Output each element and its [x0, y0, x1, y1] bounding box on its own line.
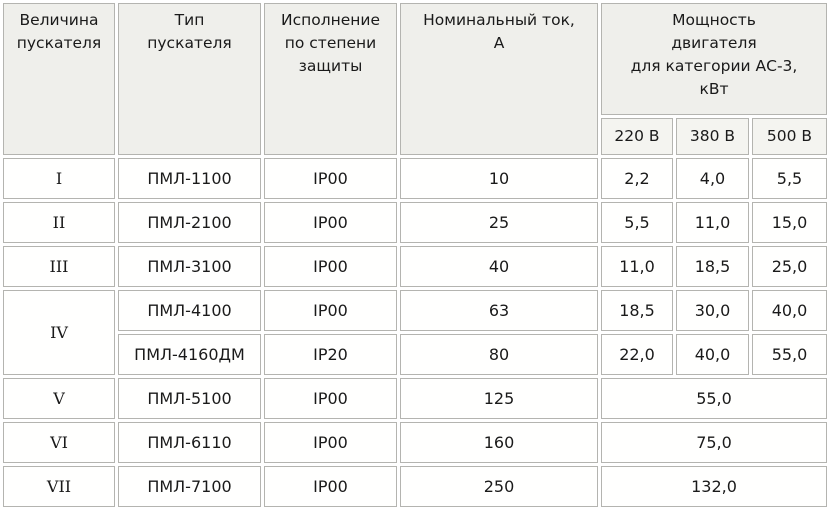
ip-cell: IP00	[264, 246, 397, 287]
ip-cell: IP00	[264, 158, 397, 199]
power-merged-cell: 55,0	[601, 378, 827, 419]
type-cell: ПМЛ-4100	[118, 290, 261, 331]
current-cell: 125	[400, 378, 598, 419]
power-220-cell: 11,0	[601, 246, 673, 287]
power-merged-cell: 132,0	[601, 466, 827, 507]
power-220-cell: 5,5	[601, 202, 673, 243]
ip-cell: IP00	[264, 378, 397, 419]
power-500-cell: 55,0	[752, 334, 827, 375]
current-cell: 63	[400, 290, 598, 331]
power-220-cell: 2,2	[601, 158, 673, 199]
table-row: III ПМЛ-3100 IP00 40 11,0 18,5 25,0	[3, 246, 827, 287]
type-cell: ПМЛ-3100	[118, 246, 261, 287]
header-protection-degree: Исполнение по степени защиты	[264, 3, 397, 155]
power-500-cell: 5,5	[752, 158, 827, 199]
table-row: VI ПМЛ-6110 IP00 160 75,0	[3, 422, 827, 463]
table-row: ПМЛ-4160ДМ IP20 80 22,0 40,0 55,0	[3, 334, 827, 375]
type-cell: ПМЛ-7100	[118, 466, 261, 507]
power-500-cell: 40,0	[752, 290, 827, 331]
power-500-cell: 25,0	[752, 246, 827, 287]
power-merged-cell: 75,0	[601, 422, 827, 463]
header-motor-power: Мощность двигателя для категории АС-3, к…	[601, 3, 827, 115]
current-cell: 80	[400, 334, 598, 375]
header-starter-size: Величина пускателя	[3, 3, 115, 155]
type-cell: ПМЛ-6110	[118, 422, 261, 463]
power-220-cell: 18,5	[601, 290, 673, 331]
type-cell: ПМЛ-1100	[118, 158, 261, 199]
power-380-cell: 11,0	[676, 202, 749, 243]
size-cell: IV	[3, 290, 115, 375]
voltage-header-row: 220 В 380 В 500 В	[3, 118, 827, 155]
size-cell: II	[3, 202, 115, 243]
header-voltage-500: 500 В	[752, 118, 827, 155]
ip-cell: IP00	[264, 466, 397, 507]
power-380-cell: 4,0	[676, 158, 749, 199]
table-row: V ПМЛ-5100 IP00 125 55,0	[3, 378, 827, 419]
power-380-cell: 18,5	[676, 246, 749, 287]
current-cell: 250	[400, 466, 598, 507]
table-row: IV ПМЛ-4100 IP00 63 18,5 30,0 40,0	[3, 290, 827, 375]
type-cell: ПМЛ-4160ДМ	[118, 334, 261, 375]
power-380-cell: 40,0	[676, 334, 749, 375]
current-cell: 160	[400, 422, 598, 463]
table-row: I ПМЛ-1100 IP00 10 2,2 4,0 5,5	[3, 158, 827, 199]
current-cell: 10	[400, 158, 598, 199]
header-voltage-220: 220 В	[601, 118, 673, 155]
header-voltage-380: 380 В	[676, 118, 749, 155]
table-row: VII ПМЛ-7100 IP00 250 132,0	[3, 466, 827, 507]
ip-cell: IP00	[264, 202, 397, 243]
current-cell: 25	[400, 202, 598, 243]
ip-cell: IP00	[264, 290, 397, 331]
size-cell: I	[3, 158, 115, 199]
size-cell: VI	[3, 422, 115, 463]
size-cell: III	[3, 246, 115, 287]
size-cell: VII	[3, 466, 115, 507]
power-220-cell: 22,0	[601, 334, 673, 375]
header-rated-current: Номинальный ток, А	[400, 3, 598, 155]
main-header-row: Величина пускателя Тип пускателя Исполне…	[3, 3, 827, 155]
type-cell: ПМЛ-2100	[118, 202, 261, 243]
ip-cell: IP00	[264, 422, 397, 463]
power-380-cell: 30,0	[676, 290, 749, 331]
table-row: II ПМЛ-2100 IP00 25 5,5 11,0 15,0	[3, 202, 827, 243]
ip-cell: IP20	[264, 334, 397, 375]
size-cell: V	[3, 378, 115, 419]
power-500-cell: 15,0	[752, 202, 827, 243]
current-cell: 40	[400, 246, 598, 287]
header-starter-type: Тип пускателя	[118, 3, 261, 155]
type-cell: ПМЛ-5100	[118, 378, 261, 419]
